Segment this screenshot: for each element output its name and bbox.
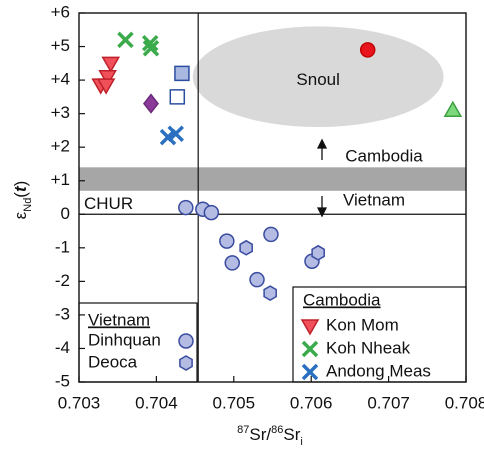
y-tick-label: -4	[55, 338, 70, 357]
y-axis-label-part: (	[11, 192, 30, 198]
legend-title: Cambodia	[303, 290, 381, 309]
x-axis-label-part: Sr	[283, 425, 300, 444]
x-axis-label-part: 86	[271, 424, 283, 436]
point	[263, 226, 279, 243]
y-tick-label: +2	[51, 137, 70, 156]
x-tick-label: 0.704	[135, 393, 178, 412]
point	[224, 255, 241, 271]
point	[101, 56, 121, 73]
x-axis-label: 87Sr/86Sri	[237, 424, 303, 448]
arrow-up	[316, 138, 328, 160]
legend-marker	[300, 319, 320, 336]
point	[117, 31, 134, 49]
x-tick-label: 0.705	[213, 393, 256, 412]
y-tick-label: +3	[51, 103, 70, 122]
region-label: Snoul	[296, 70, 339, 89]
legend-label: Koh Nheak	[326, 338, 411, 357]
legend-label: Deoca	[88, 352, 138, 371]
legend-marker	[178, 333, 194, 349]
point	[359, 42, 376, 58]
legend-label: Kon Mom	[326, 315, 399, 334]
point	[203, 204, 220, 221]
point	[141, 34, 159, 52]
x-tick-label: 0.703	[58, 393, 101, 412]
point	[219, 233, 235, 249]
x-axis-label-part: i	[300, 436, 302, 448]
y-tick-label: -1	[55, 237, 70, 256]
arrow-label: Cambodia	[345, 146, 423, 165]
legend-label: Andong Meas	[326, 361, 431, 380]
legend-title: Vietnam	[88, 310, 150, 329]
point	[174, 65, 190, 82]
x-axis-label-part: 87	[237, 424, 249, 436]
arrow-down	[316, 196, 328, 218]
y-tick-label: -3	[55, 304, 70, 323]
point	[311, 244, 325, 261]
legend-marker	[179, 355, 193, 371]
point	[143, 93, 159, 114]
point	[98, 69, 117, 87]
legend-marker	[301, 340, 319, 358]
y-tick-label: 0	[61, 204, 70, 223]
point	[249, 271, 265, 288]
y-axis-label-part: t	[11, 185, 30, 192]
x-tick-label: 0.707	[367, 393, 410, 412]
point	[239, 239, 253, 256]
snoul-field	[192, 26, 444, 128]
y-tick-label: +1	[51, 170, 70, 189]
point	[178, 199, 194, 216]
y-tick-label: +6	[51, 2, 70, 21]
x-tick-label: 0.708	[445, 393, 484, 412]
y-tick-label: +5	[51, 36, 70, 55]
legend-box	[292, 286, 467, 383]
arrow-label: Vietnam	[343, 190, 405, 209]
point	[142, 39, 160, 57]
y-axis-label: εNd(t)	[11, 181, 33, 220]
y-axis-label-part: ε	[11, 211, 30, 219]
y-axis-label-part: )	[11, 181, 30, 187]
chur-label: CHUR	[84, 194, 133, 213]
legend-label: Dinhquan	[88, 330, 161, 349]
point	[263, 285, 277, 301]
plot-frame	[78, 12, 467, 383]
y-axis-label-part: Nd	[22, 198, 34, 212]
y-tick-label: -2	[55, 271, 70, 290]
chur-band	[79, 167, 466, 191]
legend-marker	[301, 363, 319, 381]
point	[96, 78, 116, 95]
y-tick-label: +4	[51, 70, 70, 89]
y-tick-label: -5	[55, 371, 70, 390]
x-tick-label: 0.706	[290, 393, 333, 412]
point	[167, 125, 184, 143]
point	[169, 89, 186, 105]
x-axis-label-part: Sr/	[249, 425, 271, 444]
point	[443, 100, 463, 118]
